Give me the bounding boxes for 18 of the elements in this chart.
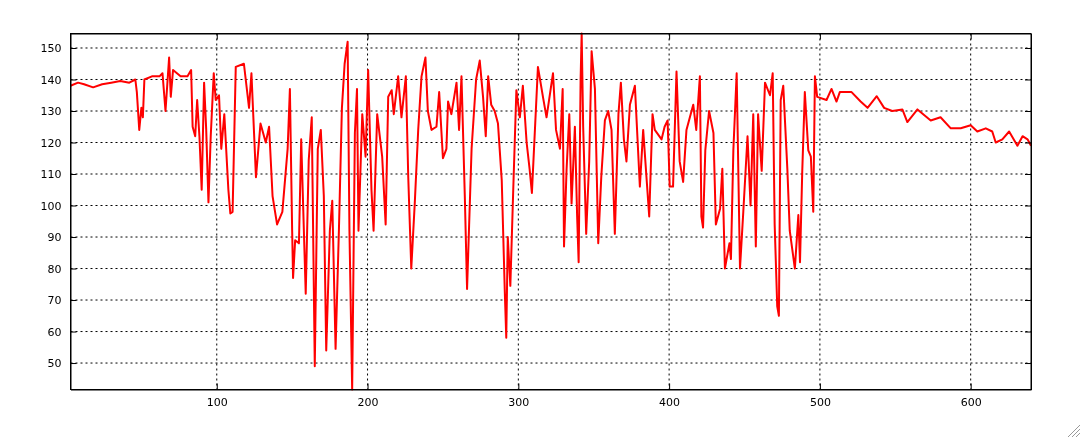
x-tick-label: 300 <box>508 396 530 410</box>
x-tick-label: 100 <box>206 396 228 410</box>
x-tick-label: 200 <box>357 396 379 410</box>
y-tick-label: 130 <box>40 105 62 119</box>
x-tick-label: 400 <box>659 396 681 410</box>
y-tick-label: 50 <box>47 357 62 371</box>
y-tick-label: 120 <box>40 136 62 150</box>
x-tick-label: 600 <box>960 396 982 410</box>
y-tick-label: 80 <box>47 262 62 276</box>
x-tick-label: 500 <box>809 396 831 410</box>
y-tick-label: 70 <box>47 294 62 308</box>
y-tick-label: 140 <box>40 73 62 87</box>
y-tick-label: 60 <box>47 325 62 339</box>
y-tick-label: 150 <box>40 42 62 56</box>
y-tick-label: 100 <box>40 199 62 213</box>
line-series <box>69 32 1032 391</box>
y-tick-label: 110 <box>40 168 62 182</box>
y-tick-label: 90 <box>47 231 62 245</box>
